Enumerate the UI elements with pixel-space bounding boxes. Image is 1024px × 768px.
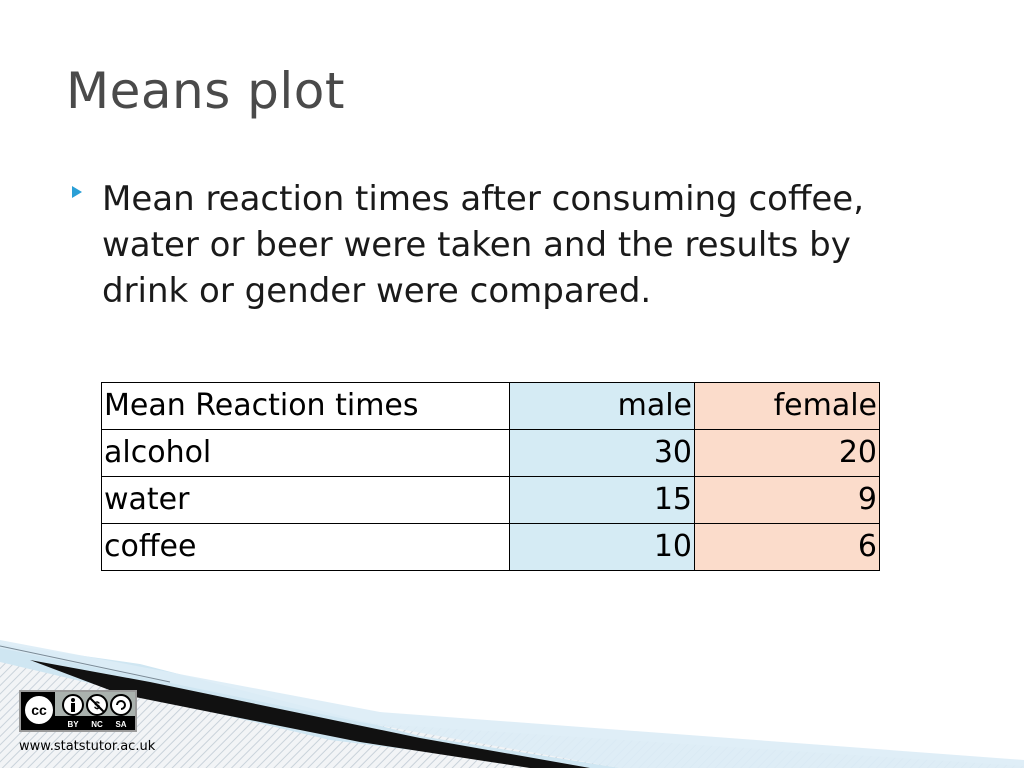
badge-label-by: BY bbox=[67, 720, 79, 729]
decorative-swoosh bbox=[0, 640, 1024, 768]
table-header-row: Mean Reaction times male female bbox=[101, 382, 880, 430]
row-label-cell: coffee bbox=[101, 523, 510, 571]
row-female-cell: 9 bbox=[694, 476, 880, 524]
creative-commons-badge: cc $ BY NC SA bbox=[19, 690, 137, 732]
header-label-cell: Mean Reaction times bbox=[101, 382, 510, 430]
website-footer: www.statstutor.ac.uk bbox=[19, 739, 156, 754]
badge-label-sa: SA bbox=[115, 720, 126, 729]
badge-label-nc: NC bbox=[91, 720, 103, 729]
bullet-item: Mean reaction times after consuming coff… bbox=[72, 176, 942, 314]
row-male-cell: 15 bbox=[509, 476, 695, 524]
row-label-cell: water bbox=[101, 476, 510, 524]
bullet-arrow-icon bbox=[72, 186, 82, 198]
row-male-cell: 30 bbox=[509, 429, 695, 477]
header-male-cell: male bbox=[509, 382, 695, 430]
row-male-cell: 10 bbox=[509, 523, 695, 571]
reaction-times-table: Mean Reaction times male female alcohol … bbox=[101, 382, 880, 571]
table-row: coffee 10 6 bbox=[101, 523, 880, 571]
row-label-cell: alcohol bbox=[101, 429, 510, 477]
row-female-cell: 20 bbox=[694, 429, 880, 477]
slide-title: Means plot bbox=[66, 62, 345, 120]
table-row: alcohol 30 20 bbox=[101, 429, 880, 477]
row-female-cell: 6 bbox=[694, 523, 880, 571]
header-female-cell: female bbox=[694, 382, 880, 430]
cc-license-icon: cc $ BY NC SA bbox=[21, 692, 135, 730]
bullet-text: Mean reaction times after consuming coff… bbox=[102, 179, 865, 311]
table-row: water 15 9 bbox=[101, 476, 880, 524]
cc-mark-text: cc bbox=[31, 702, 47, 718]
